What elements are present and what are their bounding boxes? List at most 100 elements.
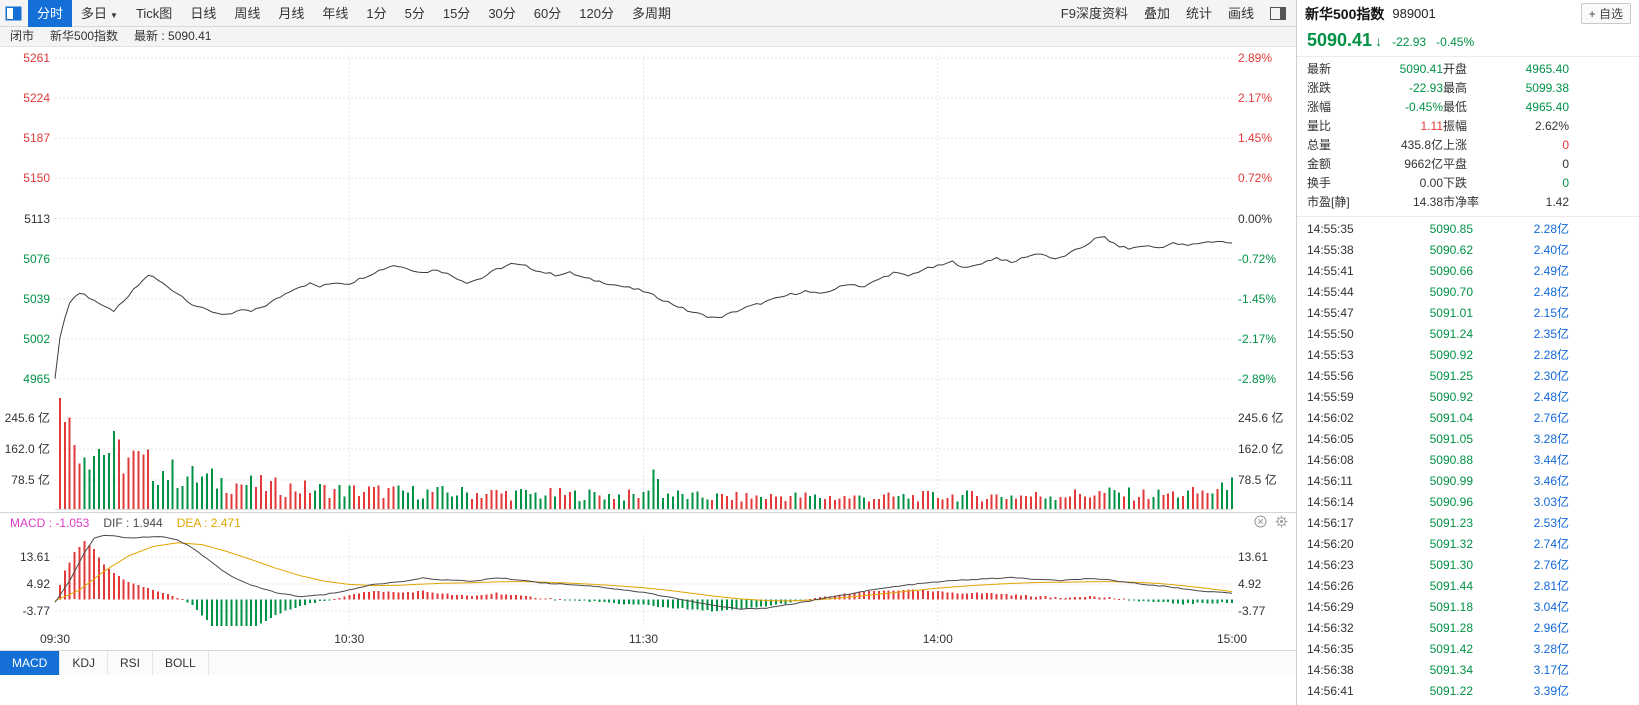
- tick-row[interactable]: 14:56:29 5091.18 3.04亿: [1307, 597, 1569, 618]
- status-latest-price: 最新 : 5090.41: [134, 29, 212, 43]
- tick-row[interactable]: 14:56:17 5091.23 2.53亿: [1307, 513, 1569, 534]
- indicator-tab-boll[interactable]: BOLL: [153, 651, 209, 675]
- toolbar-tab-m1[interactable]: 1分: [366, 5, 387, 21]
- price-volume-pane[interactable]: 5261 2.89% 5224 2.17% 5187 1.45% 5150 0.72% 5113…: [0, 47, 1296, 512]
- tick-row[interactable]: 14:55:41 5090.66 2.49亿: [1307, 261, 1569, 282]
- close-indicator-icon[interactable]: [1254, 515, 1267, 531]
- tick-row[interactable]: 14:55:38 5090.62 2.40亿: [1307, 240, 1569, 261]
- price-axis-label: 5150: [23, 171, 50, 186]
- stat-label-latest: 最新: [1307, 62, 1332, 76]
- tick-row[interactable]: 14:56:35 5091.42 3.28亿: [1307, 639, 1569, 660]
- tick-row[interactable]: 14:55:56 5091.25 2.30亿: [1307, 366, 1569, 387]
- price-volume-svg[interactable]: [0, 47, 1296, 512]
- tick-row[interactable]: 14:56:14 5090.96 3.03亿: [1307, 492, 1569, 513]
- toolbar-tab-daily[interactable]: 日线: [190, 5, 217, 21]
- tick-row[interactable]: 14:55:59 5090.92 2.48亿: [1307, 387, 1569, 408]
- tick-price: 5091.01: [1429, 306, 1473, 320]
- tick-time: 14:56:17: [1307, 516, 1354, 530]
- toolbar-action-overlay[interactable]: 叠加: [1143, 5, 1170, 21]
- toolbar-tab-timeshare[interactable]: 分时: [28, 0, 73, 27]
- chevron-down-icon: ▼: [110, 10, 118, 20]
- toolbar-tab-weekly[interactable]: 周线: [234, 5, 261, 21]
- stat-label-change-pct: 涨幅: [1307, 100, 1332, 114]
- toolbar-tab-monthly[interactable]: 月线: [278, 5, 305, 21]
- tick-row[interactable]: 14:56:32 5091.28 2.96亿: [1307, 618, 1569, 639]
- indicator-settings-icon[interactable]: [1275, 515, 1288, 531]
- toolbar-tab-multiperiod[interactable]: 多周期: [631, 5, 671, 21]
- toolbar-tab-multiday[interactable]: 多日 ▼: [81, 5, 118, 21]
- toolbar-action-f9-info[interactable]: F9深度资料: [1060, 5, 1128, 21]
- toolbar-tab-m15[interactable]: 15分: [442, 5, 471, 21]
- tick-price: 5091.34: [1429, 663, 1473, 677]
- toolbar-action-statistics[interactable]: 统计: [1185, 5, 1212, 21]
- pct-axis-label: 0.72%: [1238, 171, 1273, 186]
- price-axis-label: 5261: [23, 51, 50, 65]
- stat-label-vol-ratio: 量比: [1307, 119, 1332, 133]
- tick-row[interactable]: 14:56:08 5090.88 3.44亿: [1307, 450, 1569, 471]
- tick-row[interactable]: 14:56:41 5091.22 3.39亿: [1307, 681, 1569, 702]
- stat-value-change-pct: -0.45%: [1404, 100, 1443, 114]
- tick-time: 14:56:26: [1307, 579, 1354, 593]
- window-layout-icon[interactable]: [5, 6, 22, 21]
- time-axis: 09:30 10:30 11:30 14:00 15:00: [0, 628, 1296, 650]
- tick-row[interactable]: 14:56:11 5090.99 3.46亿: [1307, 471, 1569, 492]
- macd-svg[interactable]: [0, 533, 1296, 628]
- tick-amount: 2.40亿: [1533, 243, 1569, 257]
- toolbar-tab-m60[interactable]: 60分: [533, 5, 562, 21]
- tick-price: 5091.05: [1429, 432, 1473, 446]
- indicator-tab-rsi[interactable]: RSI: [108, 651, 154, 675]
- price-change: -22.93: [1392, 35, 1427, 49]
- tick-list[interactable]: 14:55:35 5090.85 2.28亿 14:55:38 5090.62 2.40亿…: [1297, 217, 1639, 702]
- macd-pane[interactable]: 13.61 13.61 4.92 4.92 -3.77 -3.77: [0, 533, 1296, 628]
- stat-label-pe-static: 市盈[静]: [1307, 195, 1350, 209]
- tick-row[interactable]: 14:55:35 5090.85 2.28亿: [1307, 219, 1569, 240]
- tick-row[interactable]: 14:55:44 5090.70 2.48亿: [1307, 282, 1569, 303]
- toolbar-tab-m30[interactable]: 30分: [488, 5, 516, 21]
- stat-value-total-volume: 435.8亿: [1400, 138, 1443, 152]
- stat-label-change: 涨跌: [1307, 81, 1332, 95]
- tick-price: 5090.96: [1429, 495, 1473, 509]
- tick-amount: 2.15亿: [1533, 306, 1569, 320]
- stat-value-pe-static: 14.38: [1412, 195, 1443, 209]
- add-watchlist-button[interactable]: + 自选: [1580, 3, 1631, 24]
- collapse-panel-icon[interactable]: [1270, 6, 1286, 20]
- tick-row[interactable]: 14:55:47 5091.01 2.15亿: [1307, 303, 1569, 324]
- indicator-tab-macd[interactable]: MACD: [0, 651, 61, 675]
- indicator-tab-kdj[interactable]: KDJ: [60, 651, 109, 675]
- stat-value-unchanged: 0: [1562, 157, 1569, 171]
- price-axis-label: 5224: [23, 91, 50, 106]
- tick-amount: 2.48亿: [1533, 390, 1569, 404]
- tick-price: 5090.92: [1429, 390, 1473, 404]
- toolbar-tab-m5[interactable]: 5分: [404, 5, 425, 21]
- tick-row[interactable]: 14:56:20 5091.32 2.74亿: [1307, 534, 1569, 555]
- tick-amount: 3.28亿: [1533, 642, 1569, 656]
- tick-time: 14:55:38: [1307, 243, 1354, 257]
- tick-row[interactable]: 14:55:53 5090.92 2.28亿: [1307, 345, 1569, 366]
- last-price-row: 5090.41 ↓ -22.93 -0.45%: [1297, 27, 1639, 57]
- tick-price: 5091.04: [1429, 411, 1473, 425]
- stat-value-open: 4965.40: [1525, 62, 1569, 76]
- tick-price: 5090.66: [1429, 264, 1473, 278]
- toolbar-tab-m120[interactable]: 120分: [579, 5, 614, 21]
- stat-value-low: 4965.40: [1525, 100, 1569, 114]
- toolbar-tab-yearly[interactable]: 年线: [322, 5, 349, 21]
- tick-row[interactable]: 14:56:38 5091.34 3.17亿: [1307, 660, 1569, 681]
- status-bar: 闭市 新华500指数 最新 : 5090.41: [0, 27, 1296, 47]
- tick-row[interactable]: 14:56:05 5091.05 3.28亿: [1307, 429, 1569, 450]
- tick-amount: 3.03亿: [1533, 495, 1569, 509]
- stat-label-amplitude: 振幅: [1443, 119, 1468, 133]
- tick-row[interactable]: 14:56:02 5091.04 2.76亿: [1307, 408, 1569, 429]
- tick-price: 5091.28: [1429, 621, 1473, 635]
- macd-axis-label: -3.77: [1238, 603, 1266, 618]
- grid-lines: [55, 55, 1232, 510]
- tick-row[interactable]: 14:55:50 5091.24 2.35亿: [1307, 324, 1569, 345]
- toolbar-tab-tick[interactable]: Tick图: [135, 5, 173, 21]
- tick-row[interactable]: 14:56:23 5091.30 2.76亿: [1307, 555, 1569, 576]
- toolbar-action-draw[interactable]: 画线: [1227, 5, 1254, 21]
- tick-price: 5091.18: [1429, 600, 1473, 614]
- volume-axis-label: 78.5 亿: [11, 473, 50, 487]
- tick-row[interactable]: 14:56:26 5091.44 2.81亿: [1307, 576, 1569, 597]
- price-axis-label: 5039: [23, 291, 50, 306]
- tick-price: 5091.25: [1429, 369, 1473, 383]
